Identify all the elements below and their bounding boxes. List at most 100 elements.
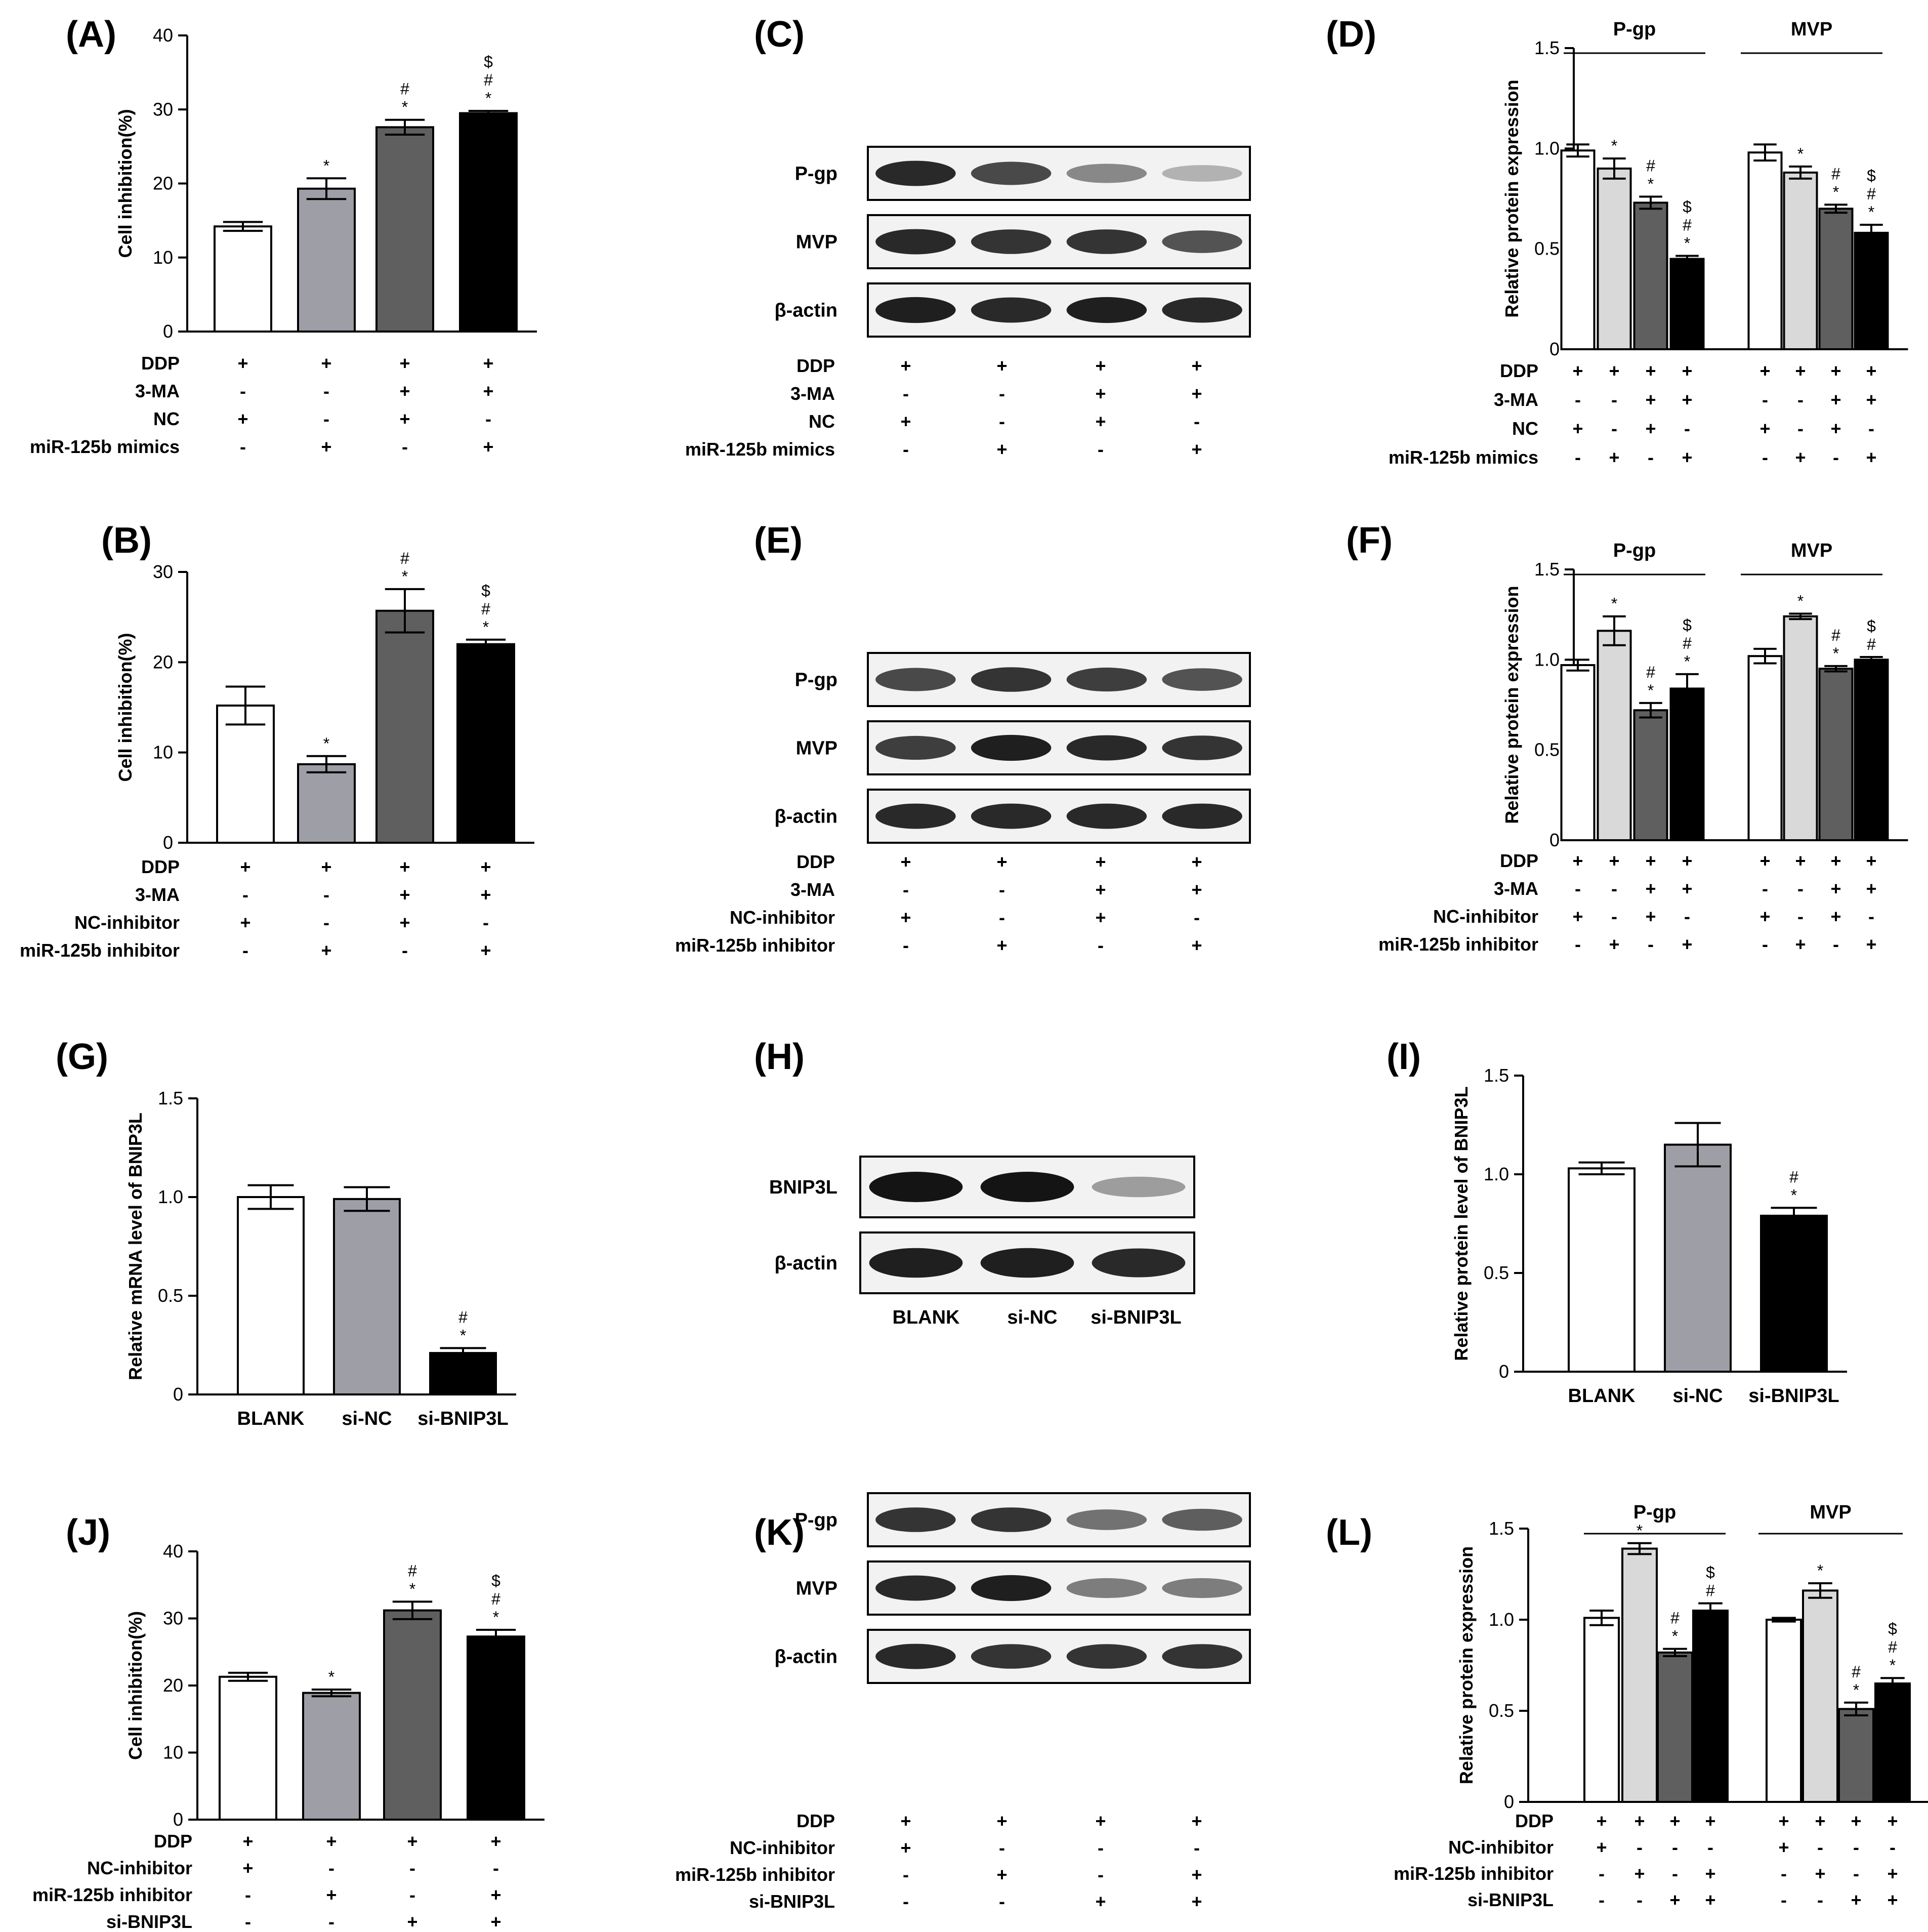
blot-band [1066,1509,1147,1530]
significance-mark: * [1853,1681,1859,1699]
condition-sign: - [1684,906,1690,927]
blot-row-label: β-actin [774,1253,837,1274]
condition-sign: + [480,856,491,877]
condition-sign: + [1191,935,1202,956]
blot-band [971,1507,1052,1532]
panel-label-l: (L) [1326,1512,1372,1553]
bar [1633,709,1668,841]
bar [1560,664,1596,841]
significance-mark: # [400,80,409,98]
condition-label: miR-125b inhibitor [1378,934,1538,955]
group-label: P-gp [1613,540,1656,561]
significance-mark: * [485,89,491,107]
panel-label-c: (C) [754,14,805,55]
condition-sign: - [1868,418,1874,439]
condition-sign: + [900,851,911,872]
blot-band [1066,735,1147,761]
condition-sign: - [1098,1864,1104,1885]
condition-label: NC [1512,418,1538,439]
condition-sign: + [1572,906,1583,927]
condition-sign: - [1868,906,1874,927]
condition-sign: + [1759,906,1770,927]
y-tick-label: 10 [153,742,173,763]
significance-mark: # [481,600,490,618]
condition-sign: - [1098,935,1104,956]
blot-row-label: P-gp [795,1510,837,1531]
blot-row-label: β-actin [774,806,837,828]
blot-row-label: MVP [796,232,837,253]
panel-label-j: (J) [66,1512,110,1553]
chart-g: 0 0.5 1.0 1.5 Relative mRNA level of BNIP3L *… [125,1088,516,1429]
bar [1747,151,1783,350]
blot-band [1066,803,1147,829]
blot-band [869,1248,963,1278]
condition-sign: - [1672,1837,1678,1858]
y-tick-label: 20 [153,651,173,672]
condition-label: DDP [1500,360,1538,381]
condition-label: DDP [797,355,835,376]
y-axis-label: Cell inhibition(%) [115,633,136,782]
y-tick-label: 20 [163,1675,183,1696]
condition-sign: + [1778,1811,1789,1831]
blot-band [971,229,1052,254]
condition-sign: - [1762,389,1768,410]
condition-sign: - [999,1837,1005,1858]
condition-sign: + [1830,878,1841,899]
condition-sign: - [1684,418,1690,439]
condition-sign: + [1095,851,1106,872]
condition-sign: + [407,1831,417,1852]
condition-sign: + [1095,907,1106,928]
condition-sign: + [240,912,250,933]
significance-mark: $ [491,1572,500,1590]
condition-sign: + [1851,1889,1861,1910]
condition-label: NC [809,411,835,432]
condition-sign: + [1682,389,1692,410]
significance-mark: # [1670,1609,1680,1627]
condition-sign: + [1887,1889,1898,1910]
significance-mark: * [1890,1656,1896,1674]
bar [214,225,272,333]
y-tick-label: 0 [1549,830,1560,850]
blot-band [1162,297,1242,323]
blot-band [1066,229,1147,254]
condition-sign: - [1575,447,1581,468]
blot-band [971,1644,1052,1669]
bar [383,1609,442,1821]
panel-label-i: (I) [1387,1037,1421,1077]
condition-sign: + [1682,934,1692,955]
condition-sign: - [485,408,491,429]
condition-sign: + [1191,1891,1202,1912]
significance-mark: # [1867,185,1876,203]
condition-sign: + [900,1811,911,1831]
blot-band [1162,165,1242,182]
condition-sign: - [1890,1837,1896,1858]
bar [216,704,275,844]
condition-sign: - [1797,418,1804,439]
significance-mark: * [483,618,489,636]
condition-sign: + [1095,383,1106,404]
significance-mark: * [1817,1561,1823,1580]
condition-sign: - [1098,439,1104,460]
condition-sign: - [903,879,909,900]
blot-band [869,1172,963,1202]
bar [467,1635,525,1821]
bar [297,763,356,844]
blot-row-label: β-actin [774,300,837,321]
bar [429,1352,497,1396]
blot-band [1066,667,1147,692]
condition-sign: - [1637,1837,1643,1858]
bar [1560,149,1596,350]
condition-sign: + [1645,418,1656,439]
bar [219,1675,277,1821]
y-tick-label: 30 [163,1608,183,1629]
blot-band [1066,297,1147,323]
blot-band [1162,735,1242,760]
condition-label: NC-inhibitor [1433,906,1538,927]
condition-sign: + [1634,1811,1645,1831]
blot-band [1162,1578,1242,1598]
condition-sign: + [996,1864,1007,1885]
category-label: BLANK [237,1408,305,1429]
